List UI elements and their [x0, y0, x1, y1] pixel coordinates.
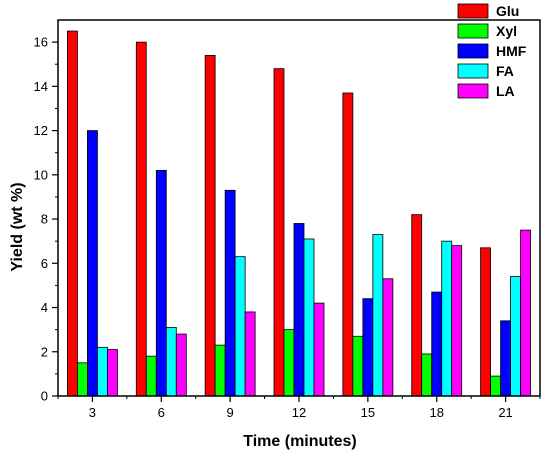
- x-tick-label-9: 9: [227, 405, 234, 420]
- bar-glu-12: [273, 68, 285, 397]
- y-tick-label-4: 4: [41, 300, 48, 315]
- bar-hmf-15: [362, 298, 374, 397]
- bar-xyl-9: [214, 344, 226, 397]
- bar-la-6: [175, 333, 187, 397]
- y-axis-title: Yield (wt %): [9, 182, 26, 271]
- legend-label-la: LA: [496, 83, 515, 99]
- bar-glu-6: [135, 41, 147, 397]
- bar-la-21: [520, 229, 531, 397]
- bar-hmf-6: [155, 169, 167, 397]
- bar-glu-15: [342, 92, 354, 397]
- y-tick-label-14: 14: [34, 79, 48, 94]
- y-tick-label-16: 16: [34, 35, 48, 50]
- bar-xyl-6: [145, 355, 157, 397]
- bar-hmf-9: [224, 189, 236, 397]
- bar-xyl-15: [352, 335, 364, 397]
- bar-la-9: [244, 311, 256, 397]
- bar-hmf-12: [293, 223, 305, 397]
- legend-swatch-la: [457, 83, 489, 99]
- bar-xyl-18: [421, 353, 433, 397]
- bar-xyl-21: [490, 375, 501, 397]
- y-tick-label-10: 10: [34, 167, 48, 182]
- legend-swatch-xyl: [457, 23, 489, 39]
- legend: Glu Xyl HMF FA LA: [457, 3, 527, 99]
- legend-swatch-fa: [457, 63, 489, 79]
- bars-layer: [67, 30, 531, 397]
- y-tick-label-0: 0: [41, 389, 48, 404]
- bar-glu-21: [480, 247, 491, 397]
- bar-fa-21: [510, 276, 521, 397]
- bar-glu-9: [204, 54, 216, 397]
- x-tick-label-21: 21: [498, 405, 512, 420]
- y-tick-label-2: 2: [41, 344, 48, 359]
- x-axis-title: Time (minutes): [243, 433, 357, 450]
- axes-layer: 0 2 4 6 8 10 12 14 16 3 6 9 12 15 18 21: [34, 19, 541, 420]
- x-tick-label-15: 15: [361, 405, 375, 420]
- x-tick-label-12: 12: [292, 405, 306, 420]
- bar-xyl-3: [77, 362, 88, 397]
- bar-la-12: [313, 302, 325, 397]
- bar-la-18: [451, 245, 463, 397]
- y-tick-label-8: 8: [41, 212, 48, 227]
- y-tick-label-12: 12: [34, 123, 48, 138]
- x-tick-label-3: 3: [89, 405, 96, 420]
- bar-la-3: [107, 349, 118, 397]
- bar-hmf-21: [500, 320, 511, 397]
- y-tick-label-6: 6: [41, 256, 48, 271]
- bar-glu-3: [67, 30, 78, 397]
- bar-fa-3: [97, 346, 108, 397]
- bar-hmf-3: [87, 130, 98, 397]
- bar-glu-18: [411, 214, 423, 397]
- legend-label-glu: Glu: [496, 3, 519, 19]
- bar-xyl-12: [283, 329, 295, 397]
- bar-fa-6: [165, 327, 177, 397]
- legend-swatch-glu: [457, 3, 489, 19]
- bar-fa-12: [303, 238, 315, 397]
- bar-hmf-18: [431, 291, 443, 397]
- bar-fa-9: [234, 256, 246, 397]
- bar-la-15: [382, 278, 394, 397]
- bar-fa-15: [372, 234, 384, 397]
- legend-swatch-hmf: [457, 43, 489, 59]
- legend-label-hmf: HMF: [496, 43, 527, 59]
- x-tick-label-6: 6: [158, 405, 165, 420]
- bar-fa-18: [441, 240, 453, 397]
- legend-label-fa: FA: [496, 63, 514, 79]
- x-tick-label-18: 18: [429, 405, 443, 420]
- legend-label-xyl: Xyl: [496, 23, 517, 39]
